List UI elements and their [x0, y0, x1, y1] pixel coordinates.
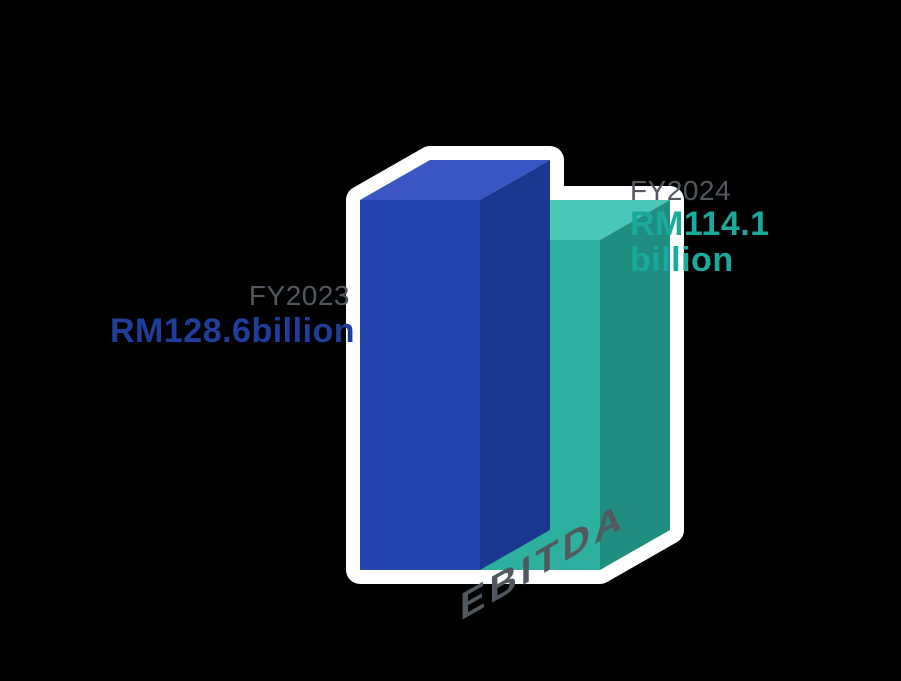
- fy2023-label-block: FY2023 RM128.6billion: [110, 280, 350, 351]
- fy2024-year: FY2024: [630, 175, 870, 207]
- fy2023-value: RM128.6billion: [110, 312, 350, 351]
- fy2024-value: RM114.1 billion: [630, 207, 870, 278]
- fy2024-label-block: FY2024 RM114.1 billion: [630, 175, 870, 279]
- chart-stage: FY2023 RM128.6billion FY2024 RM114.1 bil…: [0, 0, 901, 681]
- fy2023-year: FY2023: [110, 280, 350, 312]
